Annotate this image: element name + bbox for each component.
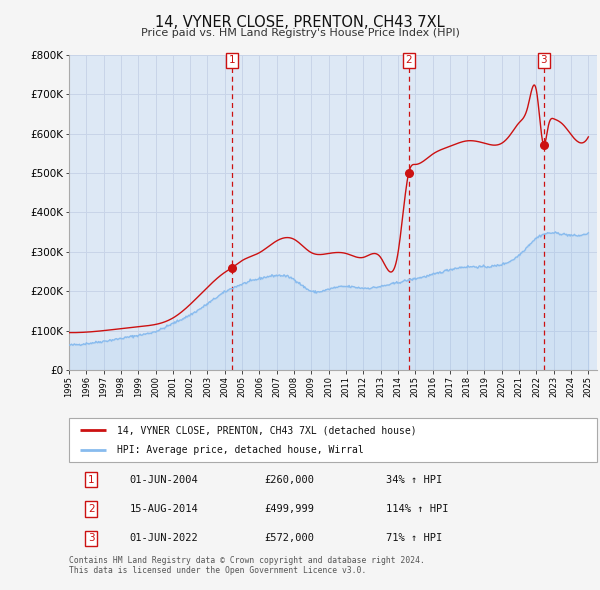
Text: 01-JUN-2022: 01-JUN-2022 (130, 533, 199, 543)
Text: 3: 3 (541, 55, 547, 65)
Text: 3: 3 (88, 533, 94, 543)
Text: 2: 2 (406, 55, 412, 65)
Text: 114% ↑ HPI: 114% ↑ HPI (386, 504, 448, 514)
Text: 1: 1 (229, 55, 235, 65)
Text: 14, VYNER CLOSE, PRENTON, CH43 7XL (detached house): 14, VYNER CLOSE, PRENTON, CH43 7XL (deta… (116, 425, 416, 435)
Text: Price paid vs. HM Land Registry's House Price Index (HPI): Price paid vs. HM Land Registry's House … (140, 28, 460, 38)
Text: 15-AUG-2014: 15-AUG-2014 (130, 504, 199, 514)
Text: Contains HM Land Registry data © Crown copyright and database right 2024.
This d: Contains HM Land Registry data © Crown c… (69, 556, 425, 575)
Text: £499,999: £499,999 (265, 504, 314, 514)
Text: 71% ↑ HPI: 71% ↑ HPI (386, 533, 442, 543)
Text: 01-JUN-2004: 01-JUN-2004 (130, 474, 199, 484)
Text: £572,000: £572,000 (265, 533, 314, 543)
Text: 34% ↑ HPI: 34% ↑ HPI (386, 474, 442, 484)
Text: 2: 2 (88, 504, 94, 514)
Text: 1: 1 (88, 474, 94, 484)
Text: £260,000: £260,000 (265, 474, 314, 484)
FancyBboxPatch shape (69, 418, 597, 462)
Text: HPI: Average price, detached house, Wirral: HPI: Average price, detached house, Wirr… (116, 445, 363, 455)
Text: 14, VYNER CLOSE, PRENTON, CH43 7XL: 14, VYNER CLOSE, PRENTON, CH43 7XL (155, 15, 445, 30)
